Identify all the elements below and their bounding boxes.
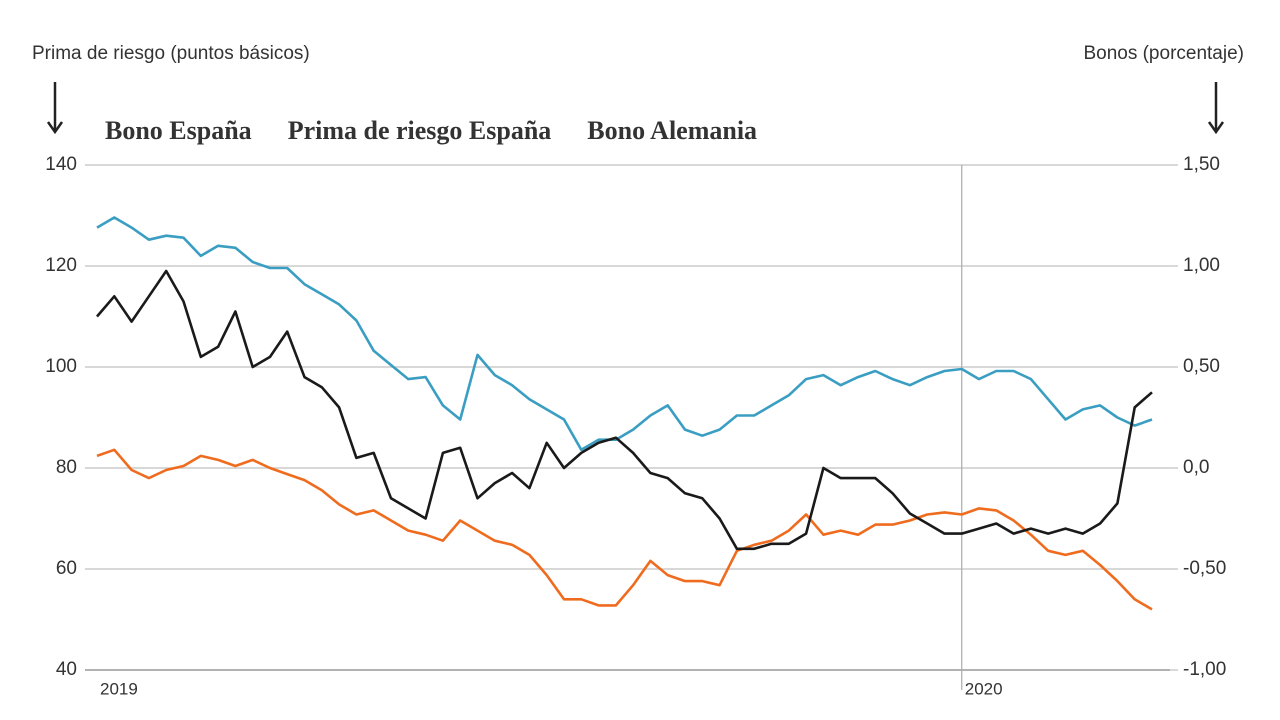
y-tick-label: 60 [56, 558, 77, 579]
x-tick-label: 2020 [965, 679, 1003, 698]
y2-tick-label: 0,0 [1183, 457, 1209, 478]
y-tick-label: 140 [45, 154, 77, 175]
y2-tick-label: -1,00 [1183, 659, 1226, 680]
series-line [96, 216, 1153, 452]
arrow-left [46, 82, 64, 135]
y2-axis-label: Bonos (porcentaje) [1083, 43, 1244, 64]
series-line [96, 448, 1153, 611]
arrow-right [1207, 82, 1225, 135]
y2-tick-label: -0,50 [1183, 558, 1226, 579]
y2-tick-label: 1,00 [1183, 255, 1220, 276]
legend-entry: Prima de riesgo España [288, 116, 552, 145]
legend: Bono España Prima de riesgo España Bono Al… [105, 116, 757, 145]
series-line [96, 269, 1153, 551]
y-axis-label: Prima de riesgo (puntos básicos) [32, 43, 310, 64]
legend-entry: Bono España [105, 116, 252, 145]
y-tick-label: 80 [56, 457, 77, 478]
y2-tick-label: 1,50 [1183, 154, 1220, 175]
x-tick-label: 2019 [100, 679, 138, 698]
y-tick-label: 40 [56, 659, 77, 680]
legend-entry: Bono Alemania [587, 116, 757, 145]
y-tick-label: 100 [45, 356, 77, 377]
y2-tick-label: 0,50 [1183, 356, 1220, 377]
y-tick-label: 120 [45, 255, 77, 276]
